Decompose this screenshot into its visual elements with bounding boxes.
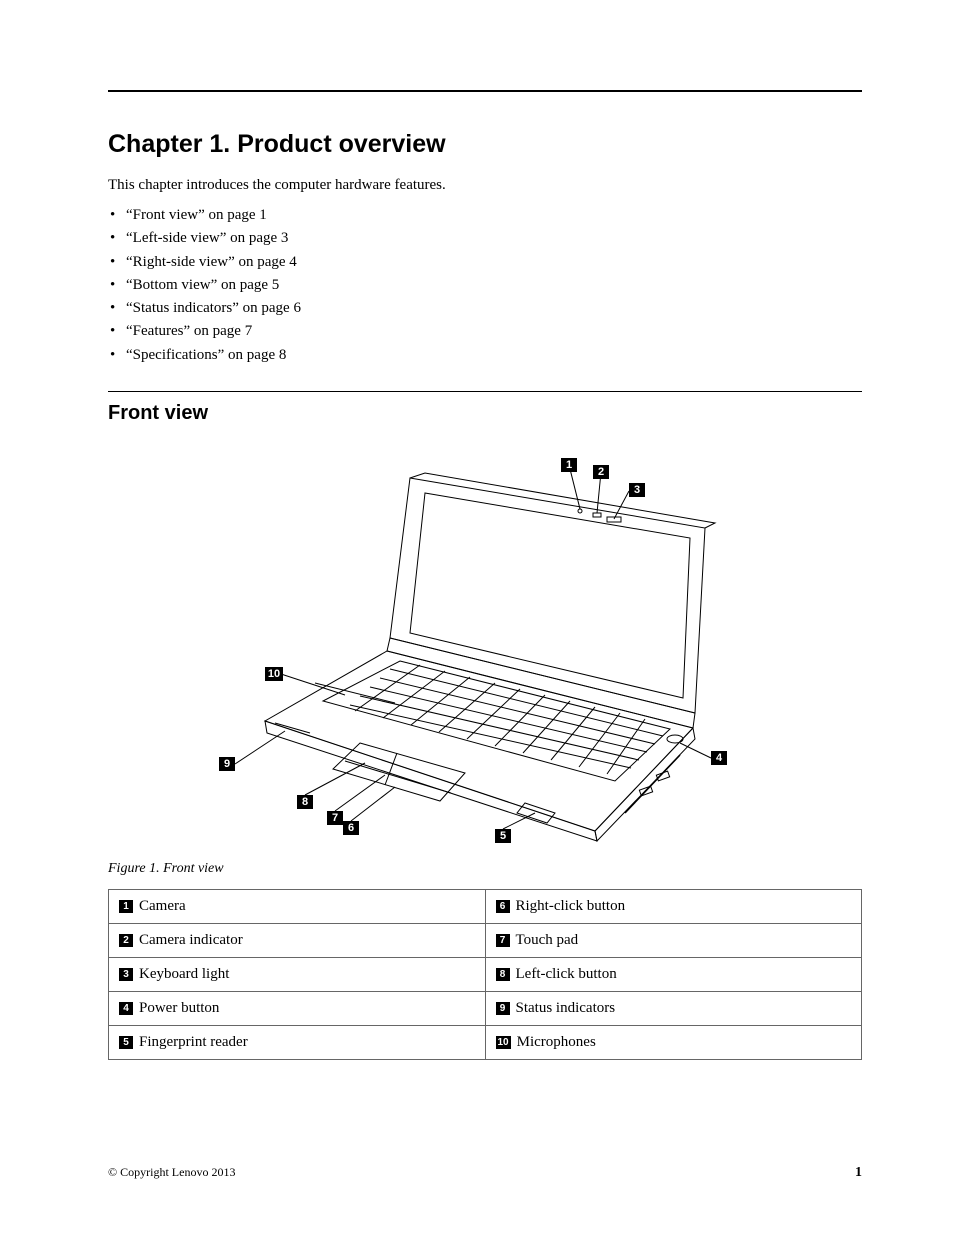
table-row: 2 Camera indicator 7 Touch pad [109,923,862,957]
num-box: 4 [119,1002,133,1015]
section-rule [108,391,862,392]
part-label: Microphones [517,1034,596,1050]
num-box: 10 [496,1036,511,1049]
toc-item: “Status indicators” on page 6 [108,297,862,320]
page-number: 1 [855,1165,862,1181]
callout-3: 3 [629,483,645,497]
table-cell: 3 Keyboard light [109,957,486,991]
toc-list: “Front view” on page 1 “Left-side view” … [108,204,862,367]
laptop-diagram: 1 2 3 4 5 6 7 8 9 10 [215,443,755,843]
num-box: 3 [119,968,133,981]
chapter-title: Chapter 1. Product overview [108,130,862,159]
diagram-container: 1 2 3 4 5 6 7 8 9 10 [108,443,862,843]
part-label: Right-click button [516,898,626,914]
part-label: Keyboard light [139,966,229,982]
table-row: 4 Power button 9 Status indicators [109,991,862,1025]
top-rule [108,90,862,92]
table-row: 1 Camera 6 Right-click button [109,889,862,923]
table-cell: 4 Power button [109,991,486,1025]
toc-item: “Bottom view” on page 5 [108,274,862,297]
table-cell: 7 Touch pad [485,923,862,957]
part-label: Camera indicator [139,932,243,948]
callout-9: 9 [219,757,235,771]
callout-10: 10 [265,667,283,681]
toc-item: “Front view” on page 1 [108,204,862,227]
copyright-text: © Copyright Lenovo 2013 [108,1165,235,1181]
table-cell: 5 Fingerprint reader [109,1025,486,1059]
table-row: 3 Keyboard light 8 Left-click button [109,957,862,991]
callout-6: 6 [343,821,359,835]
table-cell: 10 Microphones [485,1025,862,1059]
figure-caption: Figure 1. Front view [108,861,862,877]
part-label: Status indicators [516,1000,616,1016]
table-row: 5 Fingerprint reader 10 Microphones [109,1025,862,1059]
callout-1: 1 [561,458,577,472]
part-label: Fingerprint reader [139,1034,248,1050]
callout-5: 5 [495,829,511,843]
num-box: 8 [496,968,510,981]
table-cell: 6 Right-click button [485,889,862,923]
section-title: Front view [108,402,862,425]
toc-item: “Left-side view” on page 3 [108,227,862,250]
num-box: 5 [119,1036,133,1049]
toc-item: “Right-side view” on page 4 [108,251,862,274]
part-label: Camera [139,898,186,914]
toc-item: “Specifications” on page 8 [108,344,862,367]
callout-8: 8 [297,795,313,809]
num-box: 6 [496,900,510,913]
table-cell: 8 Left-click button [485,957,862,991]
parts-table: 1 Camera 6 Right-click button 2 Camera indi… [108,889,862,1060]
page-footer: © Copyright Lenovo 2013 1 [108,1165,862,1181]
num-box: 2 [119,934,133,947]
laptop-svg [215,443,755,843]
callout-2: 2 [593,465,609,479]
num-box: 9 [496,1002,510,1015]
chapter-intro: This chapter introduces the computer har… [108,177,862,194]
part-label: Touch pad [516,932,579,948]
part-label: Left-click button [516,966,617,982]
table-cell: 9 Status indicators [485,991,862,1025]
callout-7: 7 [327,811,343,825]
num-box: 7 [496,934,510,947]
table-cell: 2 Camera indicator [109,923,486,957]
toc-item: “Features” on page 7 [108,320,862,343]
table-cell: 1 Camera [109,889,486,923]
part-label: Power button [139,1000,219,1016]
callout-4: 4 [711,751,727,765]
num-box: 1 [119,900,133,913]
